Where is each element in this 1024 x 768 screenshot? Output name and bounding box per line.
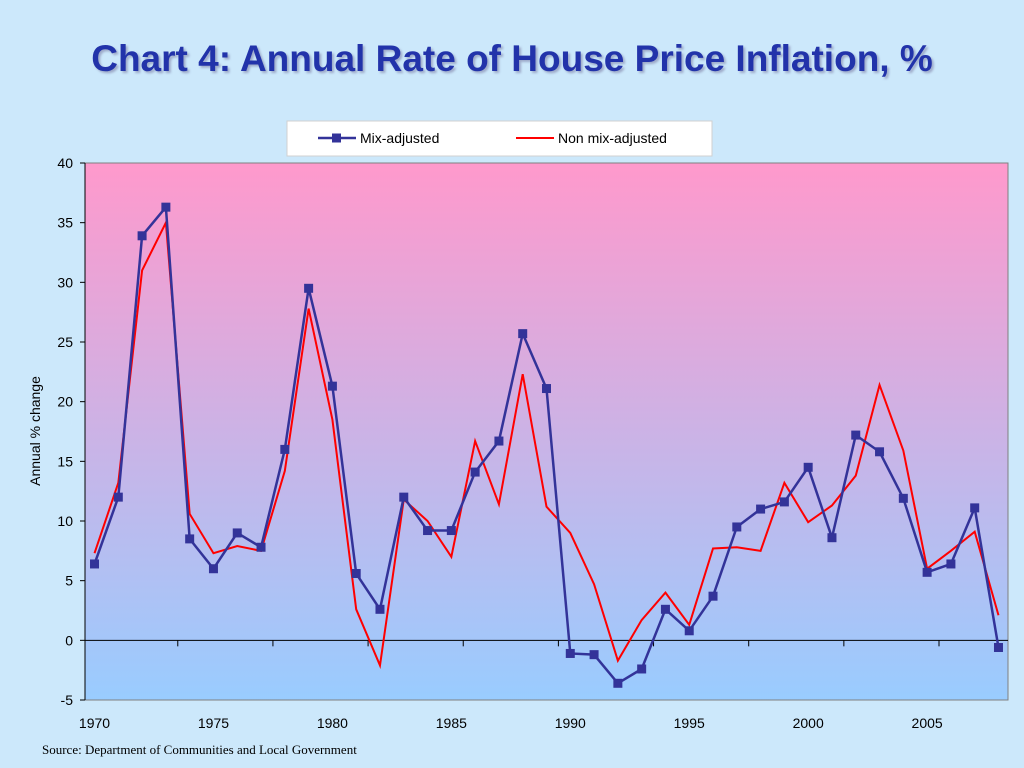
x-tick-label: 1980 [317, 715, 348, 731]
data-point-mix-adjusted [589, 650, 599, 660]
y-tick-label: 5 [65, 573, 73, 589]
legend-box [286, 120, 713, 157]
data-point-mix-adjusted [613, 678, 623, 688]
data-point-mix-adjusted [518, 329, 528, 339]
x-tick-label: 1985 [436, 715, 467, 731]
y-tick-label: 0 [65, 632, 73, 648]
data-point-mix-adjusted [90, 559, 100, 569]
legend: Mix-adjusted Non mix-adjusted [286, 120, 713, 157]
data-point-mix-adjusted [732, 522, 742, 532]
legend-marker-mix-adjusted [332, 133, 341, 143]
data-point-mix-adjusted [851, 430, 861, 440]
data-point-mix-adjusted [185, 534, 195, 544]
data-point-mix-adjusted [970, 503, 980, 513]
data-point-mix-adjusted [827, 533, 837, 543]
data-point-mix-adjusted [494, 436, 504, 446]
x-tick-label: 2000 [793, 715, 824, 731]
y-tick-label: 30 [57, 274, 73, 290]
y-tick-label: 15 [57, 453, 73, 469]
plot-area [84, 162, 1009, 701]
y-tick-label: 35 [57, 215, 73, 231]
x-tick-label: 1990 [555, 715, 586, 731]
data-point-mix-adjusted [446, 526, 456, 536]
data-point-mix-adjusted [803, 462, 813, 472]
data-point-mix-adjusted [993, 642, 1003, 652]
data-point-mix-adjusted [898, 493, 908, 503]
data-point-mix-adjusted [875, 447, 885, 457]
y-tick-label: 40 [57, 155, 73, 171]
x-tick-label: 1995 [674, 715, 705, 731]
y-tick-label: -5 [61, 692, 74, 708]
data-point-mix-adjusted [113, 492, 123, 502]
data-point-mix-adjusted [232, 528, 242, 538]
source-note: Source: Department of Communities and Lo… [42, 742, 357, 757]
data-point-mix-adjusted [256, 542, 266, 552]
data-point-mix-adjusted [280, 444, 290, 454]
data-point-mix-adjusted [637, 664, 647, 674]
data-point-mix-adjusted [470, 467, 480, 477]
y-axis-label: Annual % change [27, 376, 43, 486]
data-point-mix-adjusted [660, 604, 670, 614]
y-tick-label: 10 [57, 513, 73, 529]
data-point-mix-adjusted [399, 492, 409, 502]
data-point-mix-adjusted [779, 497, 789, 507]
x-tick-label: 1975 [198, 715, 229, 731]
data-point-mix-adjusted [161, 202, 171, 212]
data-point-mix-adjusted [351, 569, 361, 579]
data-point-mix-adjusted [565, 648, 575, 658]
data-point-mix-adjusted [708, 591, 718, 601]
legend-label-mix-adjusted: Mix-adjusted [360, 130, 439, 146]
data-point-mix-adjusted [922, 567, 932, 577]
data-point-mix-adjusted [208, 564, 218, 574]
series-line-non-mix-adjusted [93, 219, 1000, 670]
data-point-mix-adjusted [137, 231, 147, 241]
y-tick-label: 25 [57, 334, 73, 350]
y-tick-label: 20 [57, 394, 73, 410]
data-point-mix-adjusted [756, 504, 766, 514]
series-group [90, 202, 1003, 688]
data-point-mix-adjusted [304, 283, 314, 293]
tick-labels: -5 0 5 10 15 20 25 30 35 40 1970 1975 1980 1985 1990 19… [57, 155, 942, 731]
axes [80, 162, 1008, 701]
data-point-mix-adjusted [684, 626, 694, 636]
data-point-mix-adjusted [327, 381, 337, 391]
data-point-mix-adjusted [542, 384, 551, 394]
x-tick-label: 1970 [79, 715, 110, 731]
data-point-mix-adjusted [375, 604, 385, 614]
data-point-mix-adjusted [423, 526, 433, 536]
x-tick-label: 2005 [912, 715, 943, 731]
chart-title: Chart 4: Annual Rate of House Price Infl… [91, 38, 933, 79]
data-point-mix-adjusted [946, 559, 956, 569]
legend-label-non-mix-adjusted: Non mix-adjusted [558, 130, 667, 146]
